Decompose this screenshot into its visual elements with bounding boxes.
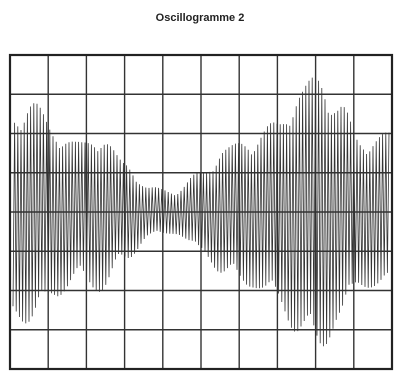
oscillogram: Oscillogramme 2	[0, 0, 394, 374]
title: Oscillogramme 2	[156, 12, 245, 24]
page: Oscillogramme 2 (() => { const data = JS…	[0, 0, 394, 374]
